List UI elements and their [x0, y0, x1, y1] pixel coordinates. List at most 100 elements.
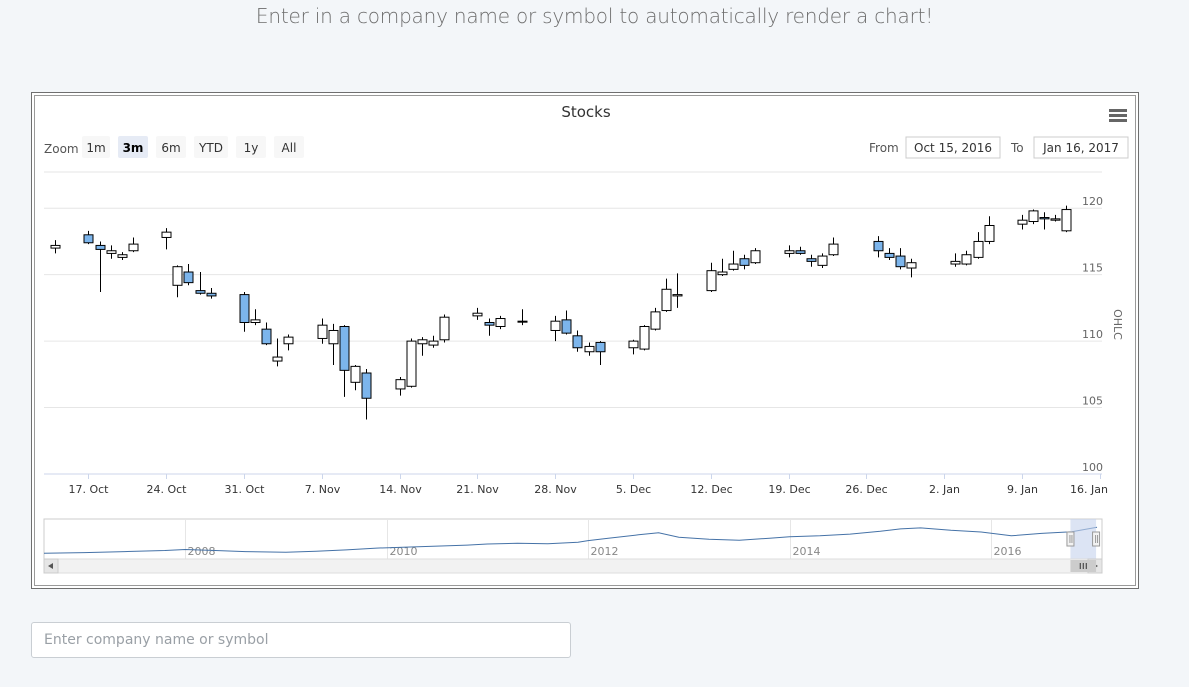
- x-tick-label: 7. Nov: [305, 483, 341, 496]
- chart-container: Stocks Zoom 1m 3m 6m YTD 1y All From Oct 15, …: [31, 92, 1139, 589]
- candle: [550, 315, 561, 342]
- x-tick-label: 12. Dec: [690, 483, 732, 496]
- candle: [572, 330, 583, 352]
- zoom-button-3m[interactable]: 3m: [118, 136, 148, 158]
- candle: [250, 309, 261, 326]
- chart-inner-border: [34, 95, 1136, 586]
- hamburger-menu-icon[interactable]: [1109, 109, 1127, 122]
- candle: [672, 273, 683, 308]
- candle: [172, 265, 183, 298]
- to-date-value: Jan 16, 2017: [1042, 141, 1119, 155]
- zoom-buttons: 1m 3m 6m YTD 1y All: [82, 136, 304, 158]
- navigator-tick-label: 2016: [994, 545, 1022, 558]
- candle: [1050, 214, 1061, 222]
- candle: [584, 342, 595, 356]
- to-date-input[interactable]: Jan 16, 2017: [1033, 136, 1129, 159]
- candle: [183, 264, 194, 286]
- candle: [361, 369, 372, 420]
- candle: [117, 252, 128, 261]
- x-tick-label: 26. Dec: [845, 483, 887, 496]
- candle: [806, 254, 817, 267]
- candle: [717, 258, 728, 276]
- x-tick-label: 9. Jan: [1007, 483, 1038, 496]
- candle: [50, 240, 61, 254]
- stock-chart: Stocks Zoom 1m 3m 6m YTD 1y All From Oct 15, …: [43, 103, 1129, 574]
- candle: [128, 237, 139, 253]
- candle: [884, 248, 895, 261]
- zoom-button-1y[interactable]: 1y: [236, 136, 266, 158]
- x-tick-label: 19. Dec: [768, 483, 810, 496]
- y-tick-label: 115: [1082, 262, 1103, 275]
- candle: [350, 365, 361, 391]
- company-search-input[interactable]: [31, 622, 571, 658]
- candle: [472, 307, 483, 320]
- y-gridlines: [44, 171, 1102, 475]
- candle: [1061, 205, 1072, 233]
- candle: [984, 216, 995, 245]
- navigator-handle-icon[interactable]: [1066, 531, 1075, 547]
- candle: [639, 325, 650, 351]
- candle: [83, 230, 94, 245]
- candle: [406, 338, 417, 388]
- navigator-selected-range[interactable]: [1070, 519, 1097, 559]
- candle: [1039, 212, 1050, 230]
- candle: [973, 232, 984, 259]
- from-date-input[interactable]: Oct 15, 2016: [905, 136, 1001, 159]
- scroll-left-arrow-icon[interactable]: [48, 563, 53, 569]
- y-tick-label: 105: [1082, 395, 1103, 408]
- candlestick-series: [50, 205, 1072, 420]
- navigator-handles[interactable]: [1066, 531, 1101, 547]
- zoom-label: Zoom: [44, 142, 79, 156]
- x-tick-label: 21. Nov: [456, 483, 499, 496]
- candle: [439, 314, 450, 343]
- x-tick-label: 14. Nov: [379, 483, 422, 496]
- candle: [661, 278, 672, 312]
- candle: [428, 335, 439, 348]
- zoom-button-label: 1m: [86, 141, 105, 155]
- y-tick-label: 100: [1082, 461, 1103, 474]
- zoom-button-1m[interactable]: 1m: [82, 136, 110, 158]
- candle: [728, 250, 739, 271]
- candle: [739, 254, 750, 270]
- navigator-axis: 2008 2010 2012 2014 2016: [185, 519, 1022, 559]
- x-tick-label: 31. Oct: [224, 483, 265, 496]
- zoom-button-all[interactable]: All: [274, 136, 304, 158]
- candle: [195, 272, 206, 295]
- candle: [628, 339, 639, 355]
- candle: [873, 236, 884, 258]
- candle: [328, 323, 339, 366]
- to-label: To: [1010, 141, 1024, 155]
- candle: [561, 310, 572, 335]
- candle: [317, 318, 328, 344]
- zoom-button-ytd[interactable]: YTD: [194, 136, 228, 158]
- candle: [795, 246, 806, 255]
- navigator-series: [43, 526, 1098, 554]
- zoom-button-label: 6m: [161, 141, 180, 155]
- chart-title: Stocks: [561, 103, 611, 121]
- navigator-tick-label: 2010: [390, 545, 418, 558]
- candle: [283, 334, 294, 351]
- candle: [1017, 214, 1028, 230]
- candle: [395, 376, 406, 396]
- navigator[interactable]: 2008 2010 2012 2014 2016: [43, 518, 1103, 560]
- from-label: From: [869, 141, 899, 155]
- scrollbar-grip-icon: [1079, 563, 1087, 569]
- candle: [906, 258, 917, 278]
- navigator-handle-icon[interactable]: [1092, 531, 1101, 547]
- x-axis: 17. Oct 24. Oct 31. Oct 7. Nov 14. Nov 21. No…: [68, 474, 1108, 496]
- candle: [961, 250, 972, 266]
- candle: [95, 241, 106, 292]
- candle: [784, 245, 795, 258]
- navigator-scrollbar[interactable]: [43, 558, 1103, 574]
- x-tick-label: 17. Oct: [68, 483, 109, 496]
- zoom-button-6m[interactable]: 6m: [156, 136, 186, 158]
- candle: [339, 325, 350, 397]
- candle: [206, 287, 217, 299]
- candle: [828, 237, 839, 257]
- navigator-tick-label: 2014: [793, 545, 821, 558]
- x-tick-label: 16. Jan: [1070, 483, 1108, 496]
- candle: [1028, 209, 1039, 225]
- x-tick-label: 2. Jan: [929, 483, 960, 496]
- x-tick-label: 24. Oct: [146, 483, 187, 496]
- candle: [161, 228, 172, 250]
